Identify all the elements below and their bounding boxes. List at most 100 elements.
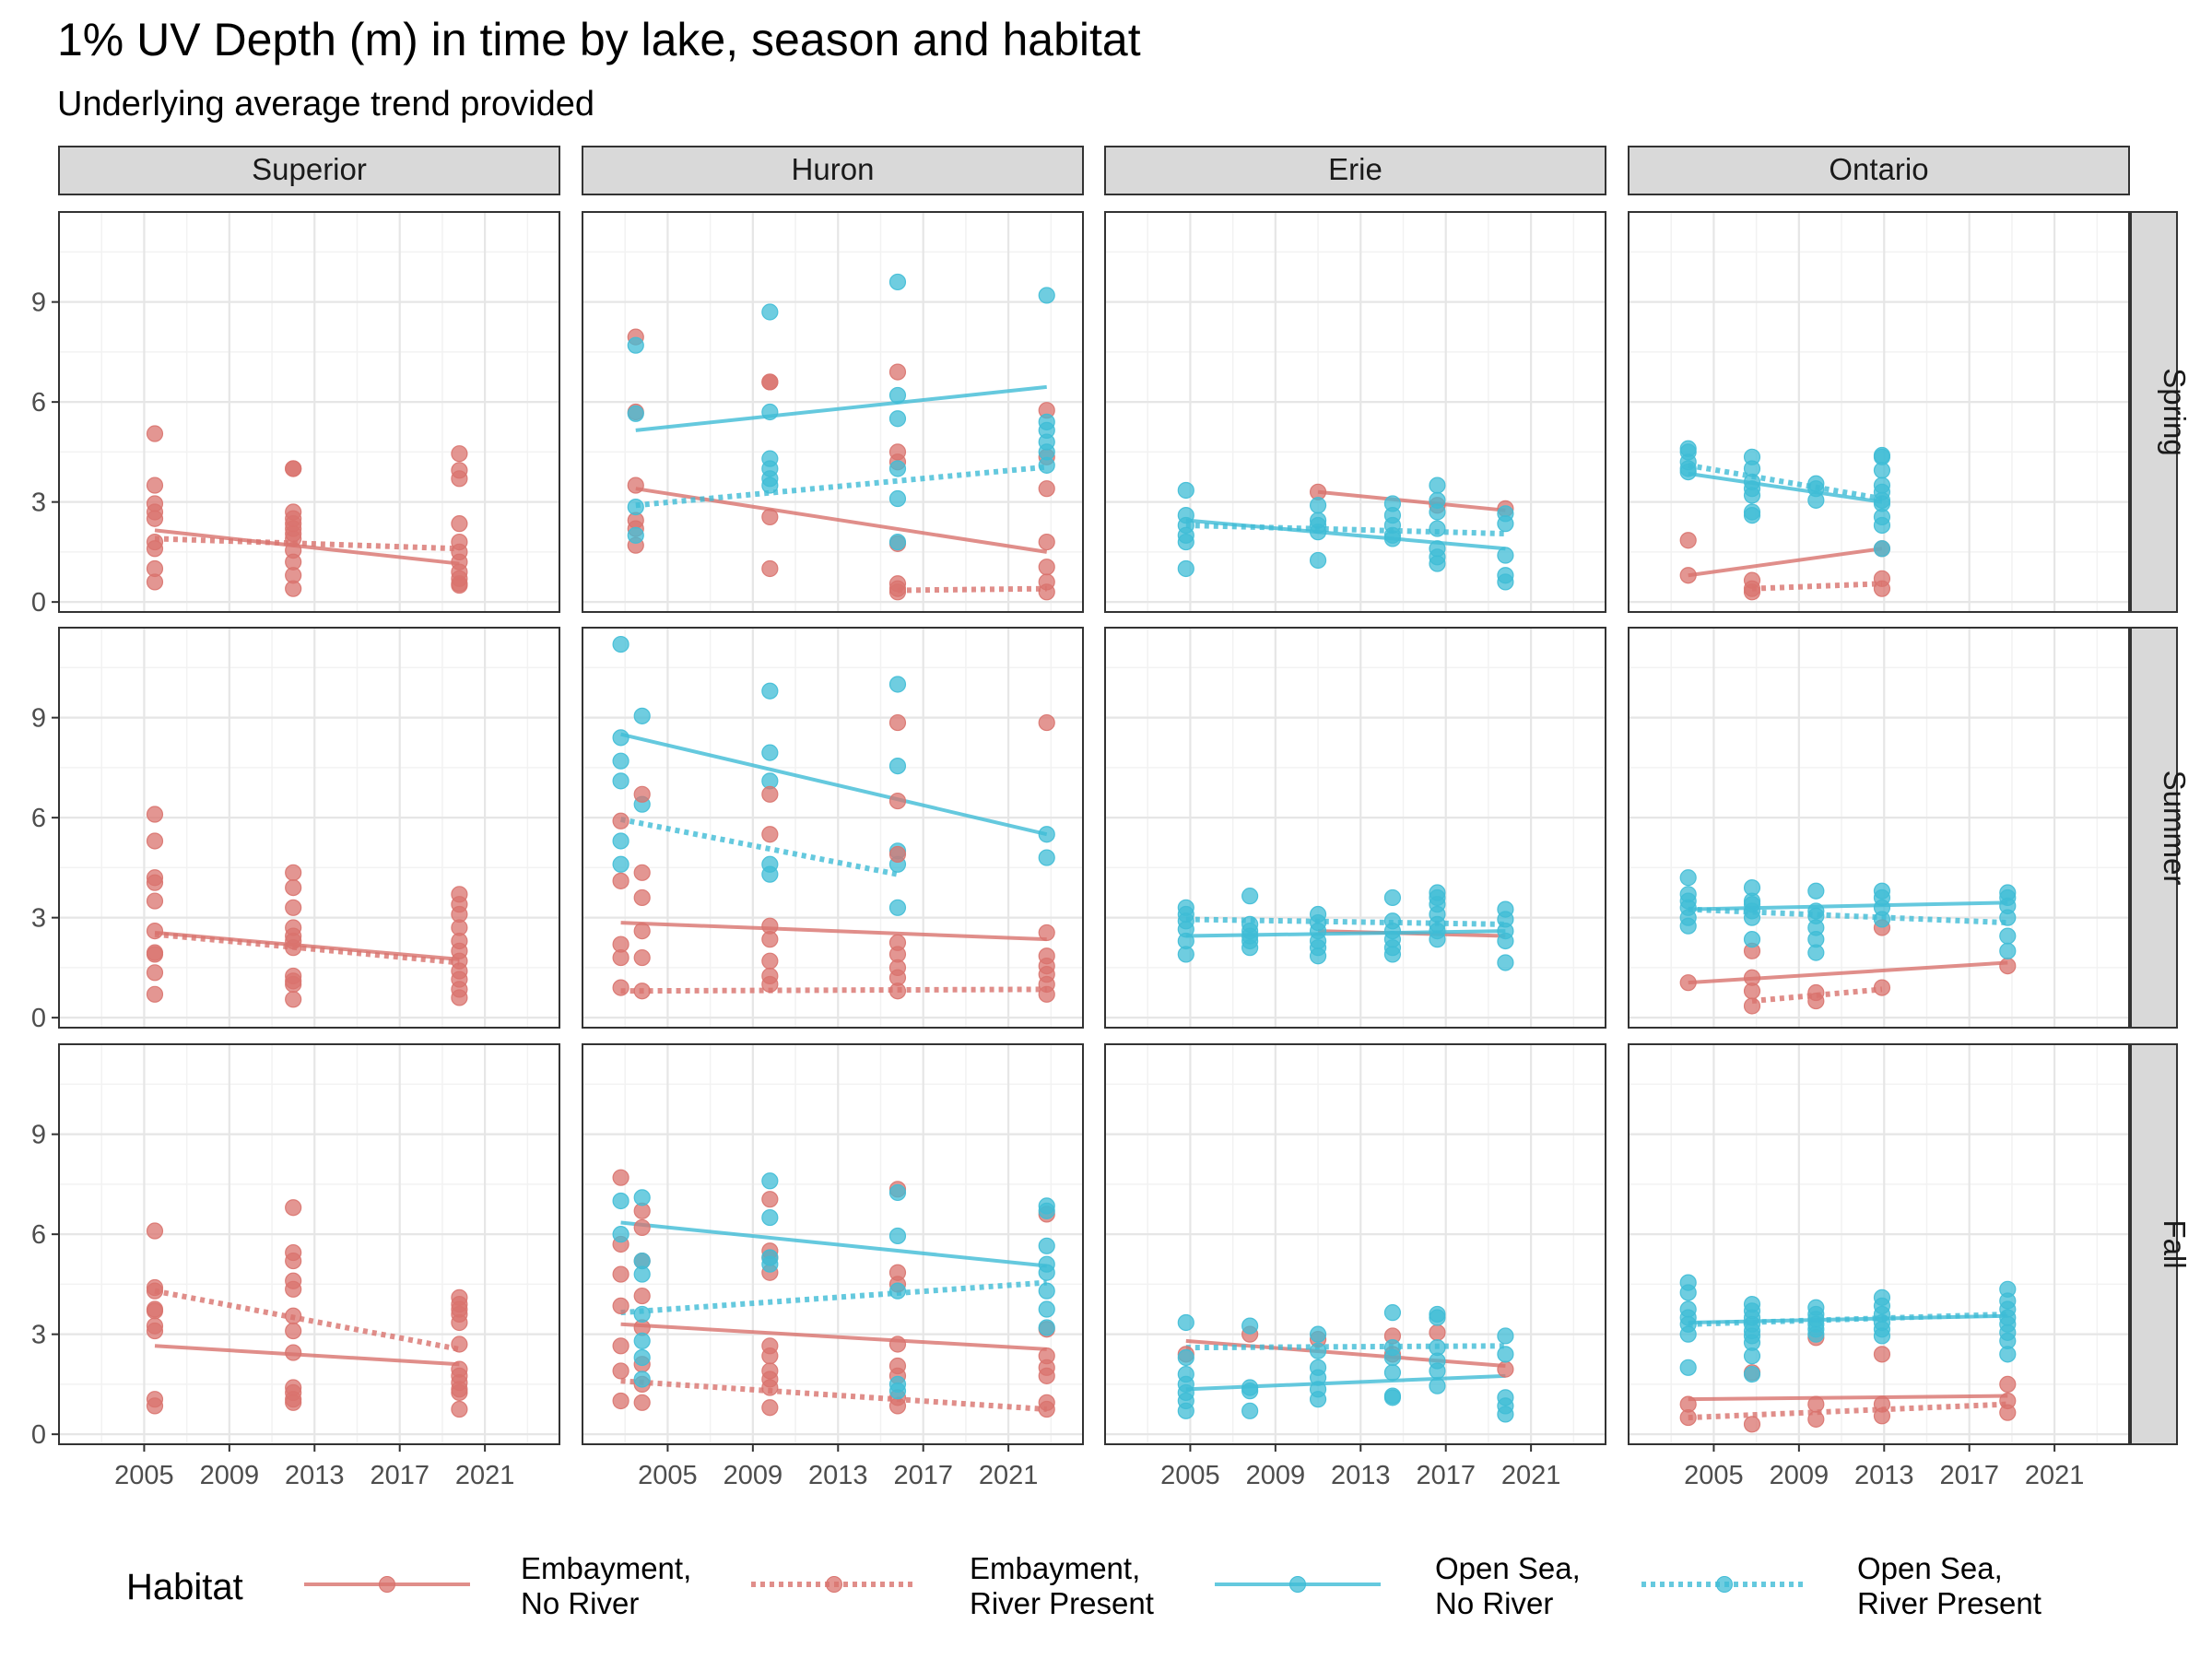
chart-subtitle: Underlying average trend provided: [57, 85, 594, 124]
data-point: [888, 845, 907, 864]
data-point: [1679, 869, 1697, 887]
data-point: [761, 865, 779, 883]
strip-label: Erie: [1328, 152, 1382, 186]
data-point: [1241, 1382, 1259, 1400]
data-point: [612, 1362, 629, 1380]
data-point: [888, 1397, 907, 1415]
panel-border: [1628, 211, 2130, 613]
data-point: [1241, 939, 1259, 957]
data-point: [285, 1344, 302, 1361]
trend-line-on: [620, 1220, 1047, 1268]
trend-line-on: [1185, 929, 1506, 938]
trend-line-en: [1185, 1338, 1506, 1369]
data-point: [761, 1347, 779, 1365]
data-point: [612, 832, 629, 850]
data-point: [146, 806, 164, 823]
trend-line-er: [620, 1378, 1047, 1413]
data-point: [612, 855, 629, 873]
data-point: [285, 1252, 302, 1270]
data-point: [633, 888, 651, 907]
data-point: [146, 985, 164, 1003]
data-point: [146, 477, 164, 494]
panel-huron-summer: [582, 627, 1084, 1029]
data-point: [1807, 882, 1825, 900]
data-point: [146, 425, 164, 442]
data-point: [1679, 1284, 1697, 1301]
data-point: [451, 515, 468, 533]
data-point: [1038, 456, 1055, 474]
data-point: [633, 1189, 651, 1206]
data-point: [1429, 931, 1446, 948]
data-point: [1038, 533, 1055, 551]
legend-label: River Present: [970, 1586, 1154, 1620]
trend-line-en: [1317, 489, 1506, 512]
data-point: [1873, 1407, 1891, 1425]
y-tick-label: 6: [31, 804, 46, 833]
data-point: [1038, 1367, 1055, 1384]
data-point: [1497, 1346, 1514, 1363]
data-point: [1038, 559, 1055, 576]
panel-border: [1104, 627, 1606, 1029]
data-point: [1873, 979, 1891, 996]
panel-erie-spring: [1104, 211, 1606, 613]
data-point: [146, 923, 164, 940]
data-point: [146, 510, 164, 527]
data-point: [633, 1332, 651, 1349]
legend-title: Habitat: [126, 1567, 243, 1607]
trend-line-en: [620, 1322, 1047, 1351]
data-point: [1429, 1324, 1446, 1341]
data-point: [146, 946, 164, 963]
data-point: [1309, 1325, 1327, 1343]
y-tick-label: 0: [31, 588, 46, 618]
data-point: [761, 508, 779, 526]
data-point: [285, 939, 302, 957]
data-point: [633, 1265, 651, 1283]
chart-title: 1% UV Depth (m) in time by lake, season …: [57, 14, 1141, 65]
data-point: [761, 403, 779, 421]
trend-line-er: [620, 986, 1047, 994]
data-point: [1429, 1362, 1446, 1380]
panel-superior-fall: 0 3 6 9 2005 2009 2013 2017 2021: [31, 1043, 560, 1490]
strip-superior: Superior: [58, 146, 560, 195]
data-point: [451, 1383, 468, 1402]
data-point: [1497, 1406, 1514, 1423]
data-point: [1429, 520, 1446, 537]
y-tick-label: 9: [31, 704, 46, 734]
data-point: [285, 1199, 302, 1217]
strip-bg: [2130, 1043, 2178, 1445]
data-point: [1999, 1375, 2017, 1394]
data-point: [1177, 481, 1194, 500]
panel-border: [58, 211, 560, 613]
data-point: [1038, 583, 1055, 601]
y-tick-label: 6: [31, 388, 46, 418]
data-point: [146, 573, 164, 591]
data-point: [1807, 944, 1825, 961]
data-point: [1038, 849, 1055, 866]
x-tick-label: 2017: [370, 1461, 429, 1490]
data-point: [1309, 497, 1327, 514]
data-point: [1679, 1359, 1697, 1376]
data-point: [633, 923, 651, 940]
data-point: [761, 744, 779, 761]
data-point: [1743, 1365, 1761, 1383]
data-point: [1743, 583, 1761, 601]
data-point: [146, 540, 164, 558]
data-point: [612, 1226, 629, 1243]
data-point: [612, 729, 629, 747]
data-point: [612, 752, 629, 770]
data-point: [1241, 888, 1259, 905]
data-point: [285, 991, 302, 1008]
trend-line-er: [1751, 581, 1883, 592]
data-point: [1807, 1410, 1825, 1428]
strip-huron: Huron: [582, 146, 1084, 195]
data-point: [627, 498, 644, 516]
x-tick-label: 2013: [1854, 1461, 1914, 1490]
strip-label: Huron: [792, 152, 875, 186]
strip-bg: [58, 146, 560, 195]
legend-item-or: Open Sea,River Present: [1641, 1551, 2041, 1620]
data-point: [633, 948, 651, 967]
y-tick-label: 6: [31, 1220, 46, 1250]
data-point: [1309, 524, 1327, 541]
strip-erie: Erie: [1104, 146, 1606, 195]
